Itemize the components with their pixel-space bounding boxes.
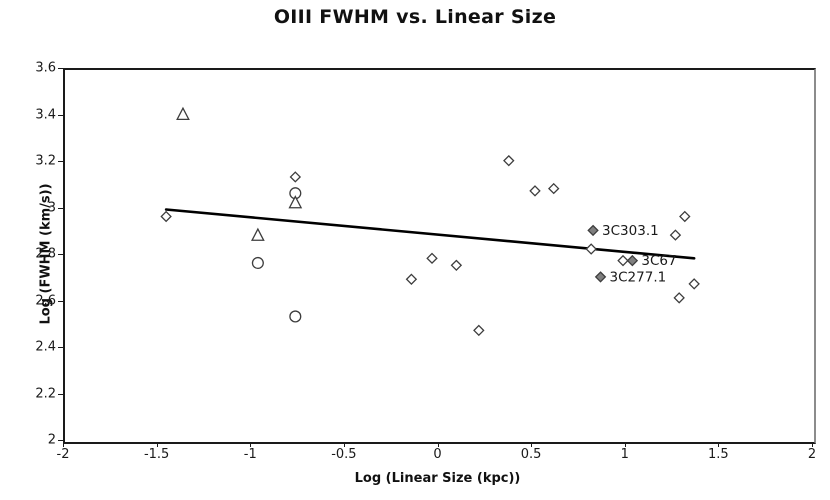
x-tick-label: -2	[56, 447, 70, 462]
y-tick-label: 2	[47, 432, 56, 448]
y-tick-mark	[58, 114, 63, 116]
y-tick-mark	[58, 207, 63, 209]
open-triangle-marker	[250, 227, 265, 241]
open-diamond-marker	[426, 252, 438, 265]
filled-diamond-labeled-marker	[587, 224, 599, 237]
chart-title: OIII FWHM vs. Linear Size	[273, 6, 557, 28]
open-diamond-marker	[585, 243, 597, 255]
y-tick-label: 3.2	[35, 153, 56, 169]
y-tick-label: 2.6	[35, 293, 56, 308]
open-diamond-marker	[529, 185, 541, 197]
open-diamond-marker	[473, 324, 485, 337]
x-tick-label: 1.5	[708, 447, 729, 462]
x-tick-label: -0.5	[331, 447, 357, 462]
point-label: 3C303.1	[602, 223, 659, 239]
open-diamond-marker	[673, 292, 685, 304]
y-tick-label: 2.2	[35, 386, 56, 401]
x-tick-label: 0.5	[520, 447, 542, 462]
y-tick-mark	[58, 161, 63, 162]
point-label: 3C277.1	[610, 269, 667, 285]
x-tick-mark	[156, 442, 158, 447]
trend-line	[164, 208, 696, 260]
open-diamond-marker	[289, 171, 302, 183]
x-tick-mark	[343, 442, 345, 447]
markers-group	[160, 106, 700, 337]
open-triangle-marker	[176, 106, 190, 121]
y-tick-mark	[58, 300, 63, 302]
x-tick-label: 1	[620, 447, 629, 462]
x-tick-mark	[63, 442, 64, 447]
open-circle-marker	[289, 310, 302, 323]
open-diamond-marker	[669, 229, 682, 241]
open-diamond-marker	[679, 210, 691, 223]
y-tick-label: 3.4	[35, 107, 56, 122]
x-tick-label: -1.5	[143, 447, 170, 462]
y-tick-label: 2.4	[35, 339, 56, 355]
open-circle-marker	[251, 256, 264, 270]
x-tick-mark	[718, 442, 720, 447]
filled-diamond-labeled-marker	[626, 254, 639, 267]
x-tick-mark	[812, 442, 813, 447]
y-tick-label: 2.8	[35, 246, 56, 262]
x-axis-label: Log (Linear Size (kpc))	[354, 471, 521, 486]
x-tick-label: -1	[243, 447, 257, 462]
open-diamond-marker	[617, 254, 629, 267]
y-tick-label: 3	[47, 200, 56, 215]
open-triangle-marker	[288, 195, 303, 209]
open-diamond-marker	[450, 259, 463, 272]
filled-diamond-labeled-marker	[594, 271, 607, 283]
y-tick-mark	[58, 393, 63, 395]
y-tick-mark	[58, 347, 63, 348]
x-tick-mark	[250, 442, 252, 447]
open-diamond-marker	[503, 154, 515, 167]
y-tick-mark	[58, 440, 63, 441]
open-diamond-marker	[548, 182, 560, 195]
x-tick-mark	[531, 442, 533, 447]
y-tick-label: 3.6	[35, 60, 56, 76]
x-tick-label: 2	[807, 447, 817, 462]
x-tick-mark	[437, 442, 439, 447]
plot-area: 3C303.1 3C67 3C277.1	[63, 68, 816, 444]
y-tick-mark	[58, 254, 63, 255]
x-tick-mark	[624, 442, 626, 447]
open-diamond-marker	[405, 273, 418, 285]
x-tick-label: 0	[433, 447, 442, 462]
trend-line-group	[164, 208, 696, 260]
open-diamond-marker	[160, 210, 172, 223]
open-diamond-marker	[688, 278, 700, 290]
point-label: 3C67	[641, 253, 676, 269]
y-tick-mark	[58, 68, 63, 69]
